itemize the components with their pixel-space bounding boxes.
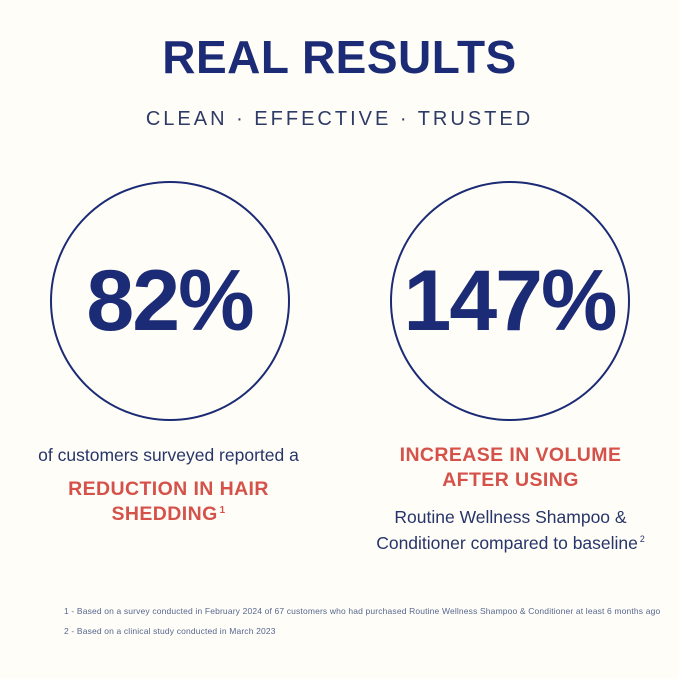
caption-volume-highlight: INCREASE IN VOLUME AFTER USING [365, 443, 657, 494]
highlight-line-1: INCREASE IN VOLUME [399, 443, 622, 466]
caption-line-2: Conditioner compared to baseline [376, 532, 638, 553]
page-title: REAL RESULTS [162, 31, 517, 83]
stat-circle-shedding: 82% [49, 180, 290, 421]
stat-value-shedding: 82% [86, 252, 254, 349]
caption-shedding-highlight: REDUCTION IN HAIR SHEDDING 1 [23, 477, 315, 528]
caption-volume: INCREASE IN VOLUME AFTER USING Routine W… [365, 443, 657, 556]
highlight-line-2: SHEDDING [111, 503, 218, 526]
stat-circles-row: 82% 147% [49, 180, 630, 421]
footnote-ref-2: 2 [639, 533, 645, 544]
highlight-line-1: REDUCTION IN HAIR [68, 477, 269, 500]
footnotes: 1 - Based on a survey conducted in Febru… [64, 606, 660, 646]
footnote-1: 1 - Based on a survey conducted in Febru… [64, 606, 661, 616]
stat-value-volume: 147% [403, 252, 618, 349]
highlight-line-2: AFTER USING [442, 468, 579, 491]
stat-circle-volume: 147% [389, 180, 630, 421]
caption-shedding-intro: of customers surveyed reported a [38, 444, 299, 465]
caption-volume-detail: Routine Wellness Shampoo & Conditioner c… [365, 505, 657, 556]
page-subtitle: CLEAN · EFFECTIVE · TRUSTED [145, 107, 534, 130]
footnote-2: 2 - Based on a clinical study conducted … [64, 626, 276, 636]
caption-shedding: of customers surveyed reported a REDUCTI… [23, 443, 315, 528]
footnote-ref-1: 1 [219, 504, 226, 516]
stat-captions-row: of customers surveyed reported a REDUCTI… [23, 443, 657, 556]
caption-line-1: Routine Wellness Shampoo & [394, 507, 627, 528]
